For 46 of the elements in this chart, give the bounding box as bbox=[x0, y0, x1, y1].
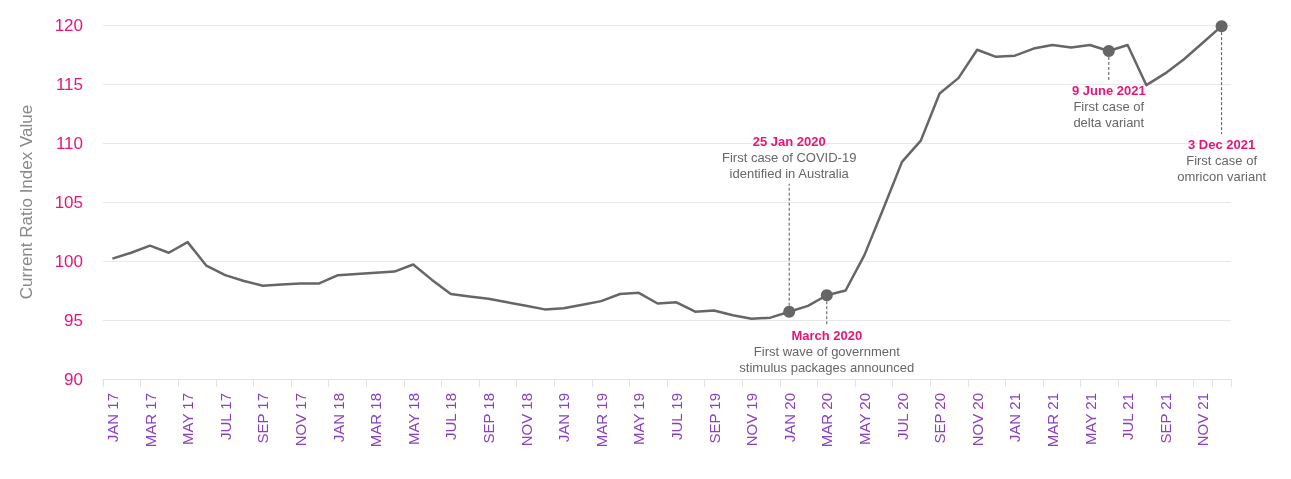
x-tick-label: JAN 19 bbox=[555, 393, 573, 443]
annotation: March 2020 First wave of government stimulus packages announced bbox=[739, 327, 915, 375]
x-tick-label: SEP 17 bbox=[254, 393, 272, 444]
x-tick-label: MAR 20 bbox=[818, 393, 836, 448]
x-tick-label: SEP 21 bbox=[1156, 393, 1174, 444]
x-tick-label: JUL 17 bbox=[216, 393, 234, 440]
y-tick-label: 90 bbox=[64, 369, 83, 389]
x-tick-label: JAN 20 bbox=[780, 393, 798, 443]
point bbox=[1102, 44, 1115, 57]
annotation: 25 Jan 2020 First case of COVID-19 identified in Australia bbox=[722, 134, 857, 182]
y-tick-label: 100 bbox=[54, 251, 83, 271]
x-tick-label: JUL 20 bbox=[893, 393, 911, 440]
annotation: 9 June 2021 First case of delta variant bbox=[1071, 83, 1146, 131]
x-tick-label: SEP 20 bbox=[931, 393, 949, 444]
x-tick-label: MAR 19 bbox=[592, 393, 610, 448]
y-tick-label: 120 bbox=[54, 15, 83, 35]
x-tick-label: JAN 17 bbox=[103, 393, 121, 443]
point bbox=[783, 305, 796, 318]
x-tick-label: JAN 18 bbox=[329, 393, 347, 443]
x-tick-label: JUL 21 bbox=[1119, 393, 1137, 440]
point bbox=[820, 289, 833, 302]
x-tick-label: MAY 21 bbox=[1081, 393, 1099, 445]
x-tick-label: JUL 18 bbox=[442, 393, 460, 440]
x-tick-label: MAY 18 bbox=[404, 393, 422, 445]
y-tick-label: 95 bbox=[64, 310, 83, 330]
x-tick-label: NOV 17 bbox=[291, 393, 309, 447]
x-tick-label: MAR 21 bbox=[1043, 393, 1061, 448]
x-tick-label: MAR 17 bbox=[141, 393, 159, 448]
x-tick-label: MAY 19 bbox=[630, 393, 648, 445]
y-tick-label: 110 bbox=[55, 133, 83, 153]
x-tick-label: JAN 21 bbox=[1006, 393, 1024, 443]
x-tick-label: NOV 21 bbox=[1194, 393, 1212, 447]
y-tick-label: 105 bbox=[54, 192, 83, 212]
x-tick-label: JUL 19 bbox=[667, 393, 685, 440]
x-tick-label: MAY 17 bbox=[179, 393, 197, 445]
point bbox=[1215, 20, 1228, 33]
x-tick-label: MAR 18 bbox=[367, 393, 385, 448]
x-tick-label: NOV 18 bbox=[517, 393, 535, 447]
x-tick-label: NOV 20 bbox=[968, 393, 986, 447]
x-tick-label: NOV 19 bbox=[743, 393, 761, 447]
y-axis-title: Current Ratio Index Value bbox=[17, 104, 36, 300]
x-tick-label: SEP 19 bbox=[705, 393, 723, 444]
x-tick-label: SEP 18 bbox=[479, 393, 497, 444]
y-tick-label: 115 bbox=[55, 74, 83, 94]
x-tick-label: MAY 20 bbox=[855, 393, 873, 445]
annotation: 3 Dec 2021 First case of omricon variant bbox=[1177, 136, 1267, 184]
